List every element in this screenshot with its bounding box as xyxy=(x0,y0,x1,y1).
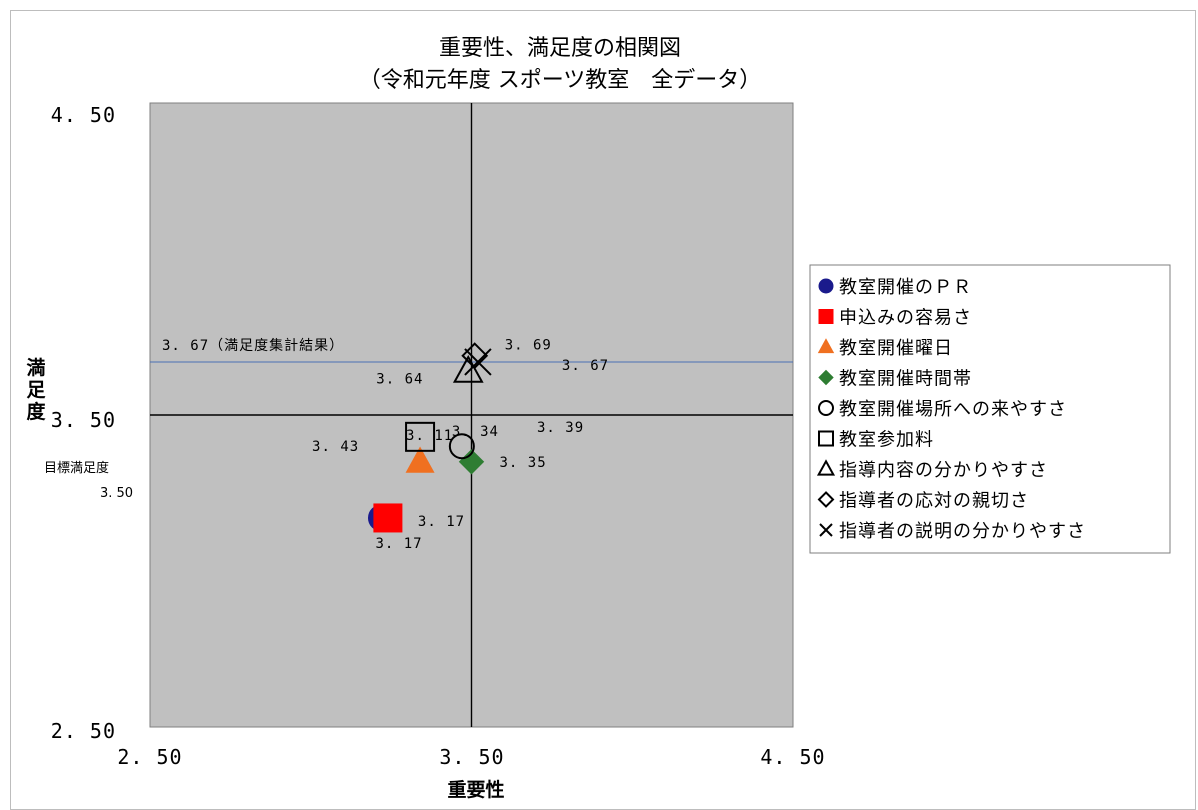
legend-item-6: 教室参加料 xyxy=(818,430,934,451)
legend-item-1: 教室開催のＰＲ xyxy=(818,277,972,298)
y-axis-title: 満足度 xyxy=(26,357,46,423)
data-point-7 xyxy=(452,354,484,383)
data-label-9: 3. 67 xyxy=(562,358,609,374)
chart-title-line-2: （令和元年度 スポーツ教室 全データ） xyxy=(359,68,762,93)
target-satisfaction-label: 目標満足度 xyxy=(44,460,109,476)
legend-item-2: 申込みの容易さ xyxy=(818,308,972,329)
legend-item-3: 教室開催曜日 xyxy=(817,338,953,359)
data-labels: 3. 17 3. 17 3. 11 3. 353. 34 3. 43 3. 64 3. 69… xyxy=(312,338,609,552)
legend-marker xyxy=(816,459,836,476)
data-point-9 xyxy=(464,348,492,376)
legend-item-9: 指導者の説明の分かりやすさ xyxy=(819,521,1086,542)
legend-marker xyxy=(818,400,834,416)
legend-marker xyxy=(818,430,834,447)
data-label-8: 3. 69 xyxy=(505,338,552,354)
data-label-6: 3. 43 xyxy=(312,439,359,455)
data-point-5 xyxy=(448,433,475,460)
target-satisfaction-value: 3. 50 xyxy=(100,486,133,501)
legend-label: 教室開催のＰＲ xyxy=(839,277,972,298)
legend-label: 教室開催時間帯 xyxy=(839,369,972,390)
legend-label: 申込みの容易さ xyxy=(839,308,972,329)
legend xyxy=(809,264,1171,554)
data-point-3 xyxy=(405,446,435,473)
chart-title-line-1: 重要性、満足度の相関図 xyxy=(439,36,681,61)
data-label-7: 3. 64 xyxy=(376,371,423,387)
legend-marker xyxy=(818,369,834,386)
legend-marker xyxy=(818,278,834,294)
data-label-extra: 3. 39 xyxy=(537,420,584,436)
x-tick-label: 4. 50 xyxy=(760,745,825,769)
x-axis-title: 重要性 xyxy=(447,778,504,799)
data-point-2 xyxy=(373,503,403,533)
data-label-3: 3. 11 xyxy=(406,428,453,444)
data-label-5: 3. 34 xyxy=(452,424,499,440)
legend-label: 指導者の応対の親切さ xyxy=(839,491,1029,512)
y-tick-label: 4. 50 xyxy=(51,103,116,127)
data-label-2: 3. 17 xyxy=(418,514,465,530)
legend-marker xyxy=(819,523,833,537)
legend-items: 教室開催のＰＲ 申込みの容易さ教室開催曜日教室開催時間帯教室開催場所への来やすさ教… xyxy=(816,277,1086,542)
legend-label: 指導者の説明の分かりやすさ xyxy=(839,521,1086,542)
data-point-6 xyxy=(405,421,436,452)
legend-marker xyxy=(817,491,835,508)
legend-item-4: 教室開催時間帯 xyxy=(818,369,972,390)
aggregate-label: 3. 67（満足度集計結果） xyxy=(162,337,344,354)
y-tick-label: 2. 50 xyxy=(51,719,116,743)
legend-label: 教室参加料 xyxy=(839,430,934,451)
legend-item-7: 指導内容の分かりやすさ xyxy=(816,459,1048,481)
legend-marker xyxy=(818,309,834,324)
legend-label: 教室開催場所への来やすさ xyxy=(839,399,1067,420)
y-tick-label: 3. 50 xyxy=(51,408,116,432)
data-label-1: 3. 17 xyxy=(375,536,422,552)
data-label-4: 3. 35 xyxy=(500,455,547,471)
legend-label: 指導内容の分かりやすさ xyxy=(839,460,1048,481)
data-markers xyxy=(367,342,492,533)
x-tick-label: 2. 50 xyxy=(117,745,182,769)
legend-marker xyxy=(817,338,835,354)
legend-item-8: 指導者の応対の親切さ xyxy=(817,491,1029,512)
legend-item-5: 教室開催場所への来やすさ xyxy=(818,399,1067,420)
x-tick-label: 3. 50 xyxy=(439,745,504,769)
legend-label: 教室開催曜日 xyxy=(839,338,953,359)
